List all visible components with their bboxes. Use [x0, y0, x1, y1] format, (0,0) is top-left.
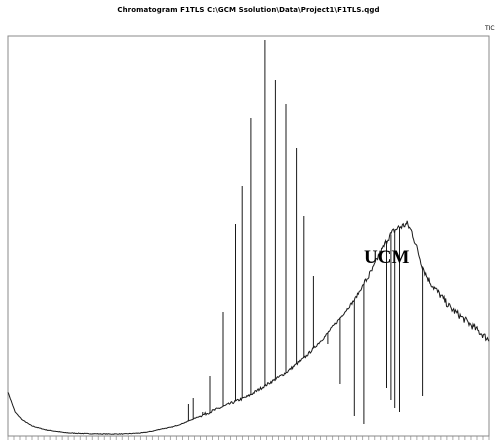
x-tick-marks [7, 436, 490, 440]
trace-label: TIC [485, 25, 495, 32]
chart-title: Chromatogram F1TLS C:\GCM Ssolution\Data… [117, 6, 380, 14]
ucm-annotation: UCM [364, 247, 410, 268]
plot-frame [7, 35, 490, 437]
tic-trace [7, 220, 490, 435]
peak-group [187, 40, 424, 424]
